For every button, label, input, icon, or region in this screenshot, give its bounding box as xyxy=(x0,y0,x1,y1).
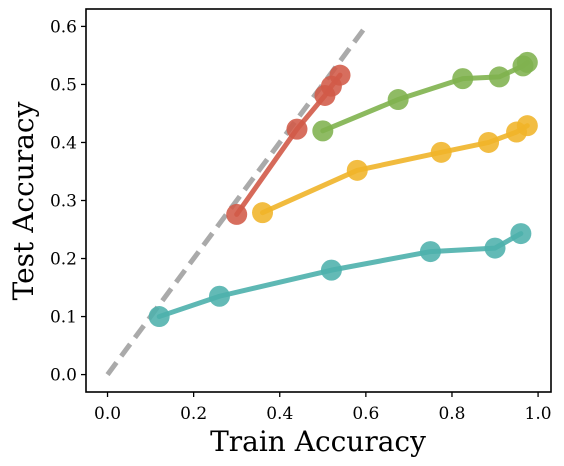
data-point xyxy=(478,131,500,153)
y-tick-label: 0.2 xyxy=(50,250,77,270)
data-point xyxy=(148,306,170,328)
x-tick-label: 0.0 xyxy=(94,404,121,424)
y-tick-label: 0.0 xyxy=(50,366,77,386)
y-axis-title: Test Accuracy xyxy=(7,101,40,300)
data-point xyxy=(312,120,334,142)
data-point xyxy=(484,237,506,259)
series-0 xyxy=(148,223,532,328)
x-axis-title: Train Accuracy xyxy=(210,425,426,458)
data-point xyxy=(387,89,409,111)
y-axis: 0.0 0.1 0.2 0.3 0.4 0.5 0.6 xyxy=(50,17,86,386)
data-point xyxy=(452,68,474,90)
data-point xyxy=(516,51,538,73)
y-tick-label: 0.1 xyxy=(50,308,77,328)
data-point xyxy=(320,259,342,281)
data-point xyxy=(419,241,441,263)
data-point xyxy=(208,285,230,307)
data-point xyxy=(430,141,452,163)
data-point xyxy=(510,223,532,245)
series-2 xyxy=(312,51,538,142)
x-tick-label: 0.8 xyxy=(438,404,465,424)
data-point xyxy=(329,64,351,86)
x-tick-label: 0.2 xyxy=(180,404,207,424)
y-tick-label: 0.5 xyxy=(50,75,77,95)
data-point xyxy=(252,202,274,224)
y-tick-label: 0.3 xyxy=(50,192,77,212)
plot-frame xyxy=(85,8,552,393)
x-tick-label: 0.6 xyxy=(352,404,379,424)
x-axis: 0.0 0.2 0.4 0.6 0.8 1.0 xyxy=(94,392,552,424)
series-1 xyxy=(252,115,538,224)
y-tick-label: 0.4 xyxy=(50,133,77,153)
plot-area xyxy=(105,24,538,377)
data-point xyxy=(516,115,538,137)
x-tick-label: 0.4 xyxy=(266,404,293,424)
data-point xyxy=(488,66,510,88)
data-point xyxy=(226,203,248,225)
y-tick-label: 0.6 xyxy=(50,17,77,37)
data-point xyxy=(346,159,368,181)
x-tick-label: 1.0 xyxy=(525,404,552,424)
data-point xyxy=(286,118,308,140)
series-3 xyxy=(226,64,351,225)
